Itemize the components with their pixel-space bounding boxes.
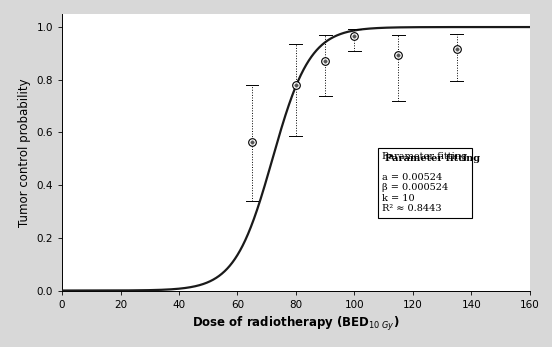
X-axis label: Dose of radiotherapy (BED$_{10\ Gy}$): Dose of radiotherapy (BED$_{10\ Gy}$) [192, 315, 400, 333]
Text: Parameter fitting

a = 0.00524
β = 0.000524
k = 10
R² ≈ 0.8443: Parameter fitting a = 0.00524 β = 0.0005… [383, 152, 468, 213]
Y-axis label: Tumor control probability: Tumor control probability [18, 78, 31, 227]
Text: Parameter fitting: Parameter fitting [385, 154, 480, 163]
